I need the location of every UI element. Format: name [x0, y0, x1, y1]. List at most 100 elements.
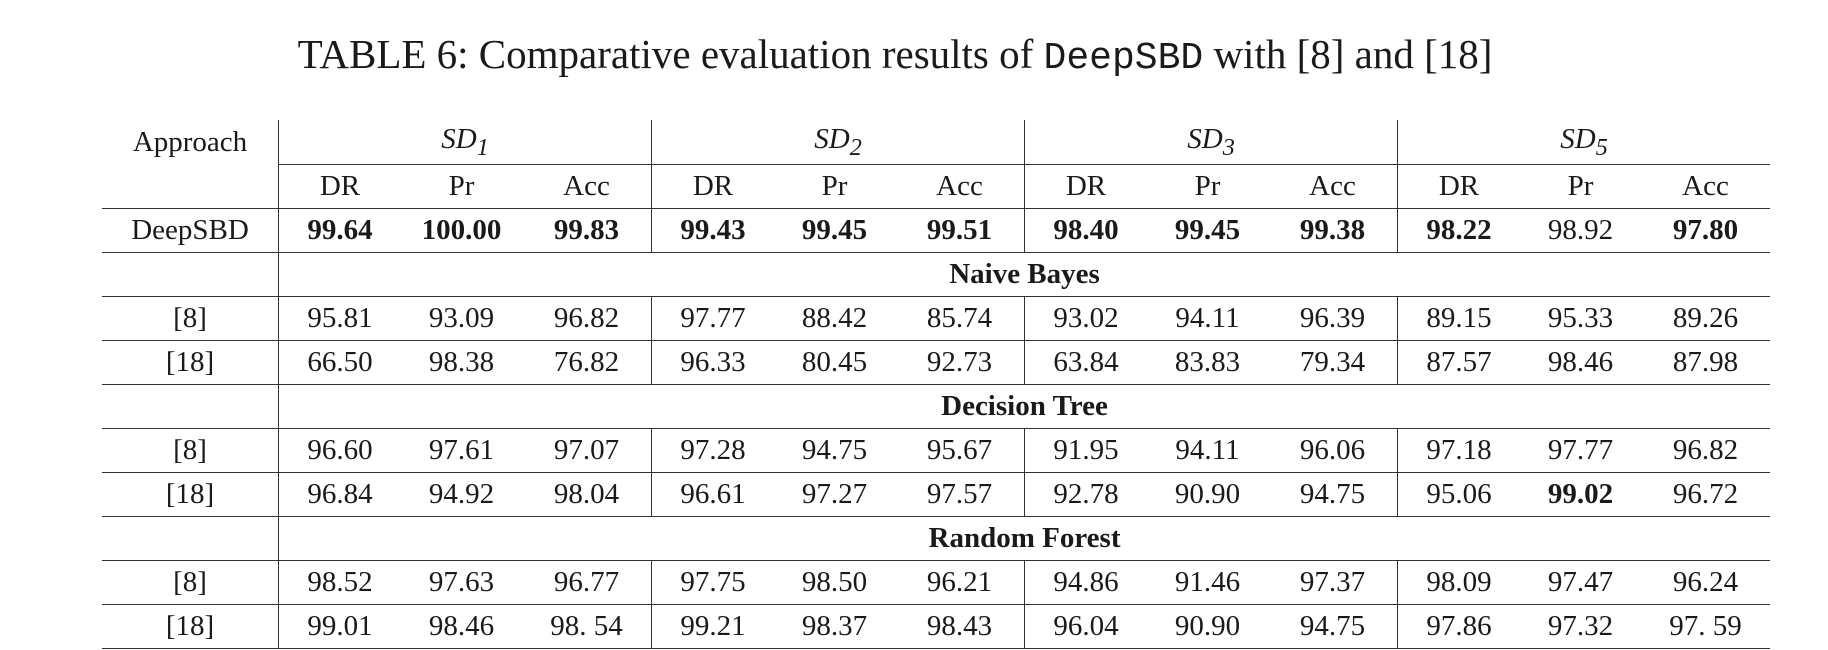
table-cell: 97.86: [1397, 604, 1520, 649]
metric-header: Acc: [1268, 164, 1398, 209]
caption-suffix: with [8] and [18]: [1213, 31, 1493, 77]
header-row-groups: Approach SD1 SD2 SD3 SD5: [102, 120, 1770, 165]
table-cell: 99.43: [651, 208, 774, 253]
metric-header: DR: [651, 164, 774, 209]
table-cell: 83.83: [1147, 340, 1268, 385]
row-label: DeepSBD: [102, 208, 279, 253]
table-cell: 99.21: [651, 604, 774, 649]
table-cell: 98. 54: [522, 604, 652, 649]
header-row-metrics: DR Pr Acc DR Pr Acc DR Pr Acc DR Pr Acc: [102, 164, 1770, 209]
table-cell: 96.82: [522, 296, 652, 341]
table-row: [8] 95.81 93.09 96.82 97.77 88.42 85.74 …: [102, 296, 1770, 341]
table-cell: 96.60: [278, 428, 401, 473]
table-cell: 97.18: [1397, 428, 1520, 473]
table-cell: 94.86: [1024, 560, 1147, 605]
table-cell: 99.64: [278, 208, 401, 253]
table-cell: 92.73: [895, 340, 1025, 385]
metric-header: DR: [1024, 164, 1147, 209]
table-cell: 76.82: [522, 340, 652, 385]
metric-header: DR: [1397, 164, 1520, 209]
metric-header: DR: [278, 164, 401, 209]
group-header-sd2: SD2: [651, 120, 1025, 165]
metric-header: Acc: [895, 164, 1025, 209]
section-title: Random Forest: [278, 516, 1770, 561]
table-cell: 97.28: [651, 428, 774, 473]
section-header-row: Naive Bayes: [102, 252, 1770, 297]
table-cell: 96.39: [1268, 296, 1398, 341]
table-cell: 98.09: [1397, 560, 1520, 605]
table-cell: 97.61: [401, 428, 522, 473]
table-cell: 93.02: [1024, 296, 1147, 341]
table-caption: TABLE 6: Comparative evaluation results …: [0, 28, 1790, 85]
table-cell: 96.04: [1024, 604, 1147, 649]
table-cell: 97.57: [895, 472, 1025, 517]
metric-header: Pr: [774, 164, 895, 209]
table-cell: 91.95: [1024, 428, 1147, 473]
row-label: [8]: [102, 296, 279, 341]
row-label: [8]: [102, 560, 279, 605]
table-cell: 98.46: [401, 604, 522, 649]
table-cell: 99.83: [522, 208, 652, 253]
table-cell: 97.80: [1641, 208, 1770, 253]
table-cell: 94.75: [1268, 604, 1398, 649]
table-cell: 97.63: [401, 560, 522, 605]
table-cell: 99.02: [1520, 472, 1641, 517]
table-cell: 98.92: [1520, 208, 1641, 253]
table-cell: 95.06: [1397, 472, 1520, 517]
table-cell: 96.82: [1641, 428, 1770, 473]
table-cell: 95.81: [278, 296, 401, 341]
table-cell: 96.21: [895, 560, 1025, 605]
table-cell: 97.27: [774, 472, 895, 517]
table-cell: 96.61: [651, 472, 774, 517]
table-cell: 98.37: [774, 604, 895, 649]
table-cell: 94.92: [401, 472, 522, 517]
caption-prefix: TABLE 6: Comparative evaluation results …: [297, 31, 1034, 77]
table-cell: 87.57: [1397, 340, 1520, 385]
table-cell: 95.33: [1520, 296, 1641, 341]
table-cell: 98.38: [401, 340, 522, 385]
metric-header: Acc: [522, 164, 652, 209]
group-header-sd5: SD5: [1397, 120, 1770, 165]
caption-method-name: DeepSBD: [1043, 37, 1204, 80]
section-header-row: Random Forest: [102, 516, 1770, 561]
metric-header: Pr: [1147, 164, 1268, 209]
table-row: [8] 96.60 97.61 97.07 97.28 94.75 95.67 …: [102, 428, 1770, 473]
table-cell: 97.77: [651, 296, 774, 341]
table-cell: 94.11: [1147, 296, 1268, 341]
table-cell: 88.42: [774, 296, 895, 341]
table-cell: 96.84: [278, 472, 401, 517]
table-cell: 97.47: [1520, 560, 1641, 605]
table-cell: 89.26: [1641, 296, 1770, 341]
table-row: [8] 98.52 97.63 96.77 97.75 98.50 96.21 …: [102, 560, 1770, 605]
group-header-sd1: SD1: [278, 120, 652, 165]
row-label: [18]: [102, 340, 279, 385]
results-table: Approach SD1 SD2 SD3 SD5 DR Pr Acc DR Pr…: [102, 120, 1770, 649]
row-label: [18]: [102, 472, 279, 517]
table-cell: 97. 59: [1641, 604, 1770, 649]
table-cell: 97.07: [522, 428, 652, 473]
metric-header: Pr: [1520, 164, 1641, 209]
table-cell: 96.72: [1641, 472, 1770, 517]
table-cell: 98.43: [895, 604, 1025, 649]
row-label: [18]: [102, 604, 279, 649]
table-cell: 90.90: [1147, 604, 1268, 649]
table-cell: 98.52: [278, 560, 401, 605]
group-header-sd3: SD3: [1024, 120, 1398, 165]
table-cell: 94.11: [1147, 428, 1268, 473]
table-cell: 66.50: [278, 340, 401, 385]
table-cell: 98.50: [774, 560, 895, 605]
table-cell: 96.06: [1268, 428, 1398, 473]
table-cell: 96.24: [1641, 560, 1770, 605]
table-cell: 96.33: [651, 340, 774, 385]
table-cell: 98.22: [1397, 208, 1520, 253]
table-cell: 87.98: [1641, 340, 1770, 385]
table-cell: 79.34: [1268, 340, 1398, 385]
table-cell: 94.75: [774, 428, 895, 473]
section-title: Naive Bayes: [278, 252, 1770, 297]
table-cell: 97.32: [1520, 604, 1641, 649]
table-cell: 93.09: [401, 296, 522, 341]
table-cell: 97.75: [651, 560, 774, 605]
table-cell: 99.38: [1268, 208, 1398, 253]
table-cell: 97.37: [1268, 560, 1398, 605]
row-label: [8]: [102, 428, 279, 473]
